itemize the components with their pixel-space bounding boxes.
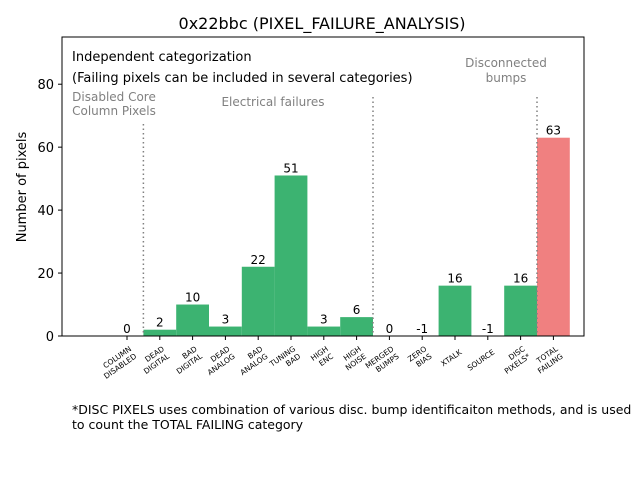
bar-value-label: 3 [320,313,328,327]
x-tick-label: MERGEDBUMPS [364,344,401,378]
bar-bad-digital [176,304,209,336]
bar-value-label: 0 [123,322,131,336]
bar-high-enc [307,326,341,336]
x-tick-label: DEADANALOG [201,344,237,377]
y-tick-label: 20 [37,267,54,282]
x-tick-label: BADDIGITAL [170,344,205,376]
x-tick-label: COLUMNDISABLED [97,344,139,381]
y-tick-label: 80 [37,78,54,93]
bar-value-label: 2 [156,316,164,330]
footnote: *DISC PIXELS uses combination of various… [72,402,638,432]
bar-value-label: -1 [416,322,428,336]
x-tick-label: BADANALOG [233,344,269,377]
value-labels-group: 0 2 10 3 22 51 3 6 0 -1 16 -1 16 63 [123,124,561,336]
bar-tuning-bad [274,175,308,336]
bars-group [143,137,570,336]
section-label-electrical: Electrical failures [221,95,324,109]
bar-value-label: 6 [353,303,361,317]
x-tick-label: DEADDIGITAL [137,344,172,376]
x-tick-label: TOTALFAILING [531,344,566,376]
section-label-disconnected-2: bumps [486,71,527,85]
x-tick-label: HIGHNOISE [339,344,369,372]
y-tick-label: 60 [37,141,54,156]
y-ticks-group: 0 20 40 60 80 [37,78,62,345]
bar-disc-pixels [504,285,537,336]
x-tick-label: TUNINGBAD [267,344,302,376]
plot-frame [61,36,585,337]
x-tick-label: XTALK [439,347,464,368]
legend-line-1: Independent categorization [72,50,252,65]
x-ticks-group: COLUMNDISABLED DEADDIGITAL BADDIGITAL DEADA… [97,336,566,381]
bar-value-label: 10 [185,291,200,305]
chart-title: 0x22bbc (PIXEL_FAILURE_ANALYSIS) [179,14,466,34]
y-axis-label: Number of pixels [15,131,30,242]
section-label-disconnected-1: Disconnected [465,56,547,70]
bar-high-noise [340,317,373,336]
section-label-disabled-core-1: Disabled Core [72,90,156,104]
bar-value-label: 22 [251,253,266,267]
dividers-group [142,97,538,336]
bar-bad-analog [241,266,275,336]
bar-value-label: 51 [283,161,298,175]
bar-value-label: 16 [513,272,528,286]
bar-value-label: 63 [546,124,561,138]
x-tick-label: SOURCE [466,347,497,372]
x-tick-label: ZEROBIAS [406,344,434,371]
bar-dead-analog [209,326,242,336]
legend-line-2: (Failing pixels can be included in sever… [72,71,413,86]
footnote-line-2: to count the TOTAL FAILING category [72,417,304,432]
bar-dead-digital [143,329,177,336]
footnote-line-1: *DISC PIXELS uses combination of various… [72,402,632,417]
x-tick-label: HIGHENC [309,344,335,370]
bar-value-label: -1 [482,322,494,336]
section-label-disabled-core-2: Column Pixels [72,104,156,118]
y-tick-label: 0 [46,330,54,345]
bar-value-label: 0 [386,322,394,336]
y-tick-label: 40 [37,204,54,219]
bar-value-label: 3 [222,313,230,327]
x-tick-label: DISCPIXELS* [498,344,533,376]
bar-xtalk [438,285,472,336]
bar-value-label: 16 [447,272,462,286]
bar-total-failing [537,137,570,336]
